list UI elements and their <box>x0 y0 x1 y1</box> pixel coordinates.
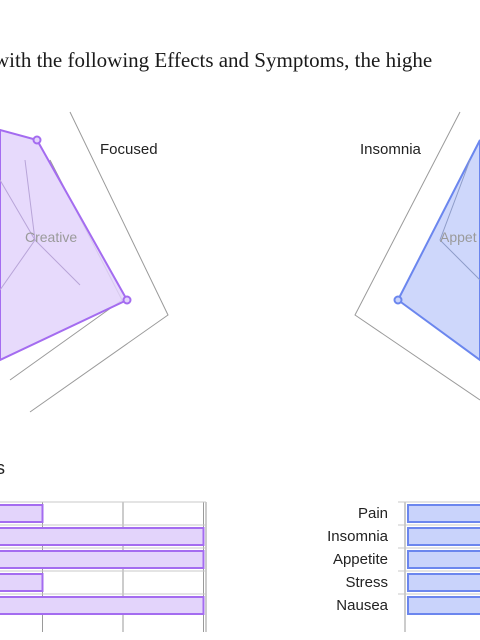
symptoms-bar-label: Insomnia <box>327 528 389 545</box>
effects-bar-chart <box>0 501 207 632</box>
symptoms-bar-label: Appetite <box>333 551 388 568</box>
effects-radar-spoke <box>0 179 36 241</box>
symptoms-bar <box>407 550 480 569</box>
effects-bar <box>0 596 205 615</box>
effects-radar-area <box>0 128 129 362</box>
section-heading-fragment: s <box>0 458 5 478</box>
effects-radar-point <box>122 295 132 305</box>
effects-label-focused: Focused <box>100 141 158 158</box>
symptoms-bar <box>407 573 480 592</box>
symptoms-radar-point <box>393 295 403 305</box>
symptoms-bar <box>407 504 480 523</box>
effects-bar <box>0 550 205 569</box>
symptoms-bar <box>407 527 480 546</box>
effects-bar <box>0 504 44 523</box>
effects-radar: Focused Creative <box>0 111 169 413</box>
symptoms-bar-label: Nausea <box>336 597 388 614</box>
symptoms-label-insomnia: Insomnia <box>360 141 422 158</box>
symptoms-bar-chart: Pain Insomnia Appetite Stress Nausea <box>327 501 480 632</box>
symptoms-bar <box>407 596 480 615</box>
symptoms-bar-label: Stress <box>345 574 388 591</box>
symptoms-radar: Insomnia Appet <box>354 111 480 401</box>
page-headline: with the following Effects and Symptoms,… <box>0 48 433 72</box>
effects-bar <box>0 527 205 546</box>
effects-radar-point <box>32 135 42 145</box>
effects-radar-spoke <box>0 239 36 291</box>
symptoms-label-center: Appet <box>440 229 477 245</box>
symptoms-radar-grid-outer <box>354 111 480 401</box>
effects-bar <box>0 573 44 592</box>
symptoms-radar-grid-inner <box>439 159 480 281</box>
effects-radar-grid-outer <box>29 111 169 413</box>
symptoms-bar-label: Pain <box>358 505 388 522</box>
symptoms-radar-area <box>396 139 480 362</box>
effects-label-center: Creative <box>25 229 77 245</box>
